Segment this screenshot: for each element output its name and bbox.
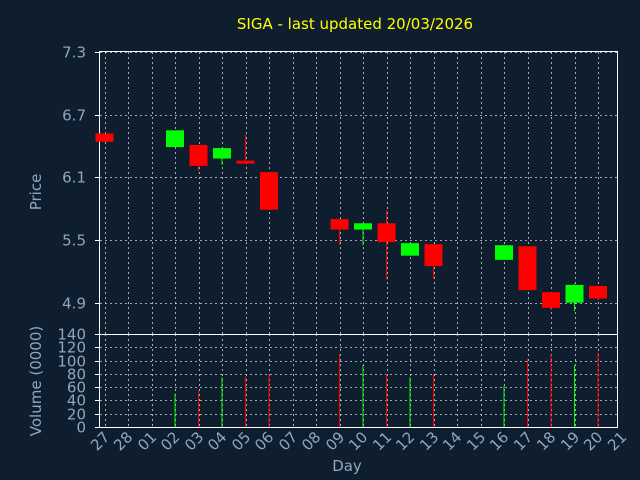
- candle-06: [260, 172, 278, 210]
- x-tick-label: 04: [204, 428, 230, 454]
- volume-tick-label: 140: [57, 326, 86, 344]
- candle-03: [189, 144, 208, 172]
- price-axis-label: Price: [27, 174, 45, 211]
- candle-02: [166, 130, 184, 148]
- volume-tick-label: 80: [67, 366, 86, 384]
- x-tick-label: 21: [604, 428, 630, 454]
- volume-tick-label: 120: [57, 339, 86, 357]
- candle-body: [495, 245, 513, 260]
- price-tick-label: 6.7: [62, 107, 86, 125]
- candle-19: [565, 283, 584, 312]
- candle-body: [401, 243, 419, 256]
- candle-body: [424, 244, 443, 267]
- candle-17: [518, 246, 537, 291]
- candle-body: [354, 223, 372, 230]
- candle-body: [542, 292, 560, 308]
- x-tick-label: 08: [298, 428, 324, 454]
- price-axis-ticks: 7.3 6.7 6.1 5.5 4.9: [62, 44, 100, 313]
- x-axis-ticks: 2728010203040506070809101112131415161718…: [87, 428, 630, 454]
- chart-title: SIGA - last updated 20/03/2026: [237, 15, 473, 33]
- volume-grid: [100, 334, 617, 428]
- volume-tick-label: 40: [67, 392, 86, 410]
- price-tick-label: 4.9: [62, 295, 86, 313]
- candle-body: [377, 223, 396, 243]
- x-tick-label: 06: [251, 428, 277, 454]
- volume-tick-label: 0: [76, 419, 86, 437]
- candle-body: [330, 219, 349, 230]
- volume-tick-label: 100: [57, 353, 86, 371]
- price-tick-label: 5.5: [62, 232, 86, 250]
- price-grid: [100, 52, 617, 334]
- price-tick-label: 6.1: [62, 169, 86, 187]
- candle-body: [95, 133, 114, 142]
- x-tick-label: 10: [345, 428, 371, 454]
- candle-27: [95, 133, 114, 142]
- volume-axis-label: Volume (0000): [27, 326, 45, 436]
- candle-13: [424, 244, 443, 279]
- volume-tick-label: 20: [67, 406, 86, 424]
- candle-16: [495, 245, 513, 260]
- candle-body: [236, 160, 255, 164]
- x-tick-label: 14: [439, 428, 465, 454]
- candle-body: [565, 284, 584, 303]
- volume-plot-frame: [99, 334, 618, 428]
- candle-body: [518, 246, 537, 291]
- candle-11: [377, 209, 396, 280]
- x-axis-label: Day: [332, 457, 362, 475]
- x-tick-label: 16: [486, 428, 512, 454]
- candle-05: [236, 134, 255, 164]
- volume-bars: [174, 352, 599, 427]
- price-plot-frame: [99, 51, 618, 335]
- candle-body: [260, 172, 278, 210]
- x-tick-label: 20: [580, 428, 606, 454]
- volume-tick-label: 60: [67, 379, 86, 397]
- price-tick-label: 7.3: [62, 44, 86, 62]
- candle-18: [542, 292, 560, 310]
- candle-body: [189, 144, 208, 166]
- x-tick-label: 18: [533, 428, 559, 454]
- x-tick-label: 28: [110, 428, 136, 454]
- candle-body: [213, 148, 231, 159]
- candle-body: [589, 285, 607, 299]
- candle-09: [330, 219, 349, 246]
- candle-04: [213, 148, 231, 165]
- candles: [95, 130, 607, 312]
- candle-10: [354, 223, 372, 246]
- candle-body: [166, 130, 184, 148]
- candle-20: [589, 285, 607, 301]
- candle-12: [401, 243, 419, 256]
- x-tick-label: 12: [392, 428, 418, 454]
- x-tick-label: 02: [157, 428, 183, 454]
